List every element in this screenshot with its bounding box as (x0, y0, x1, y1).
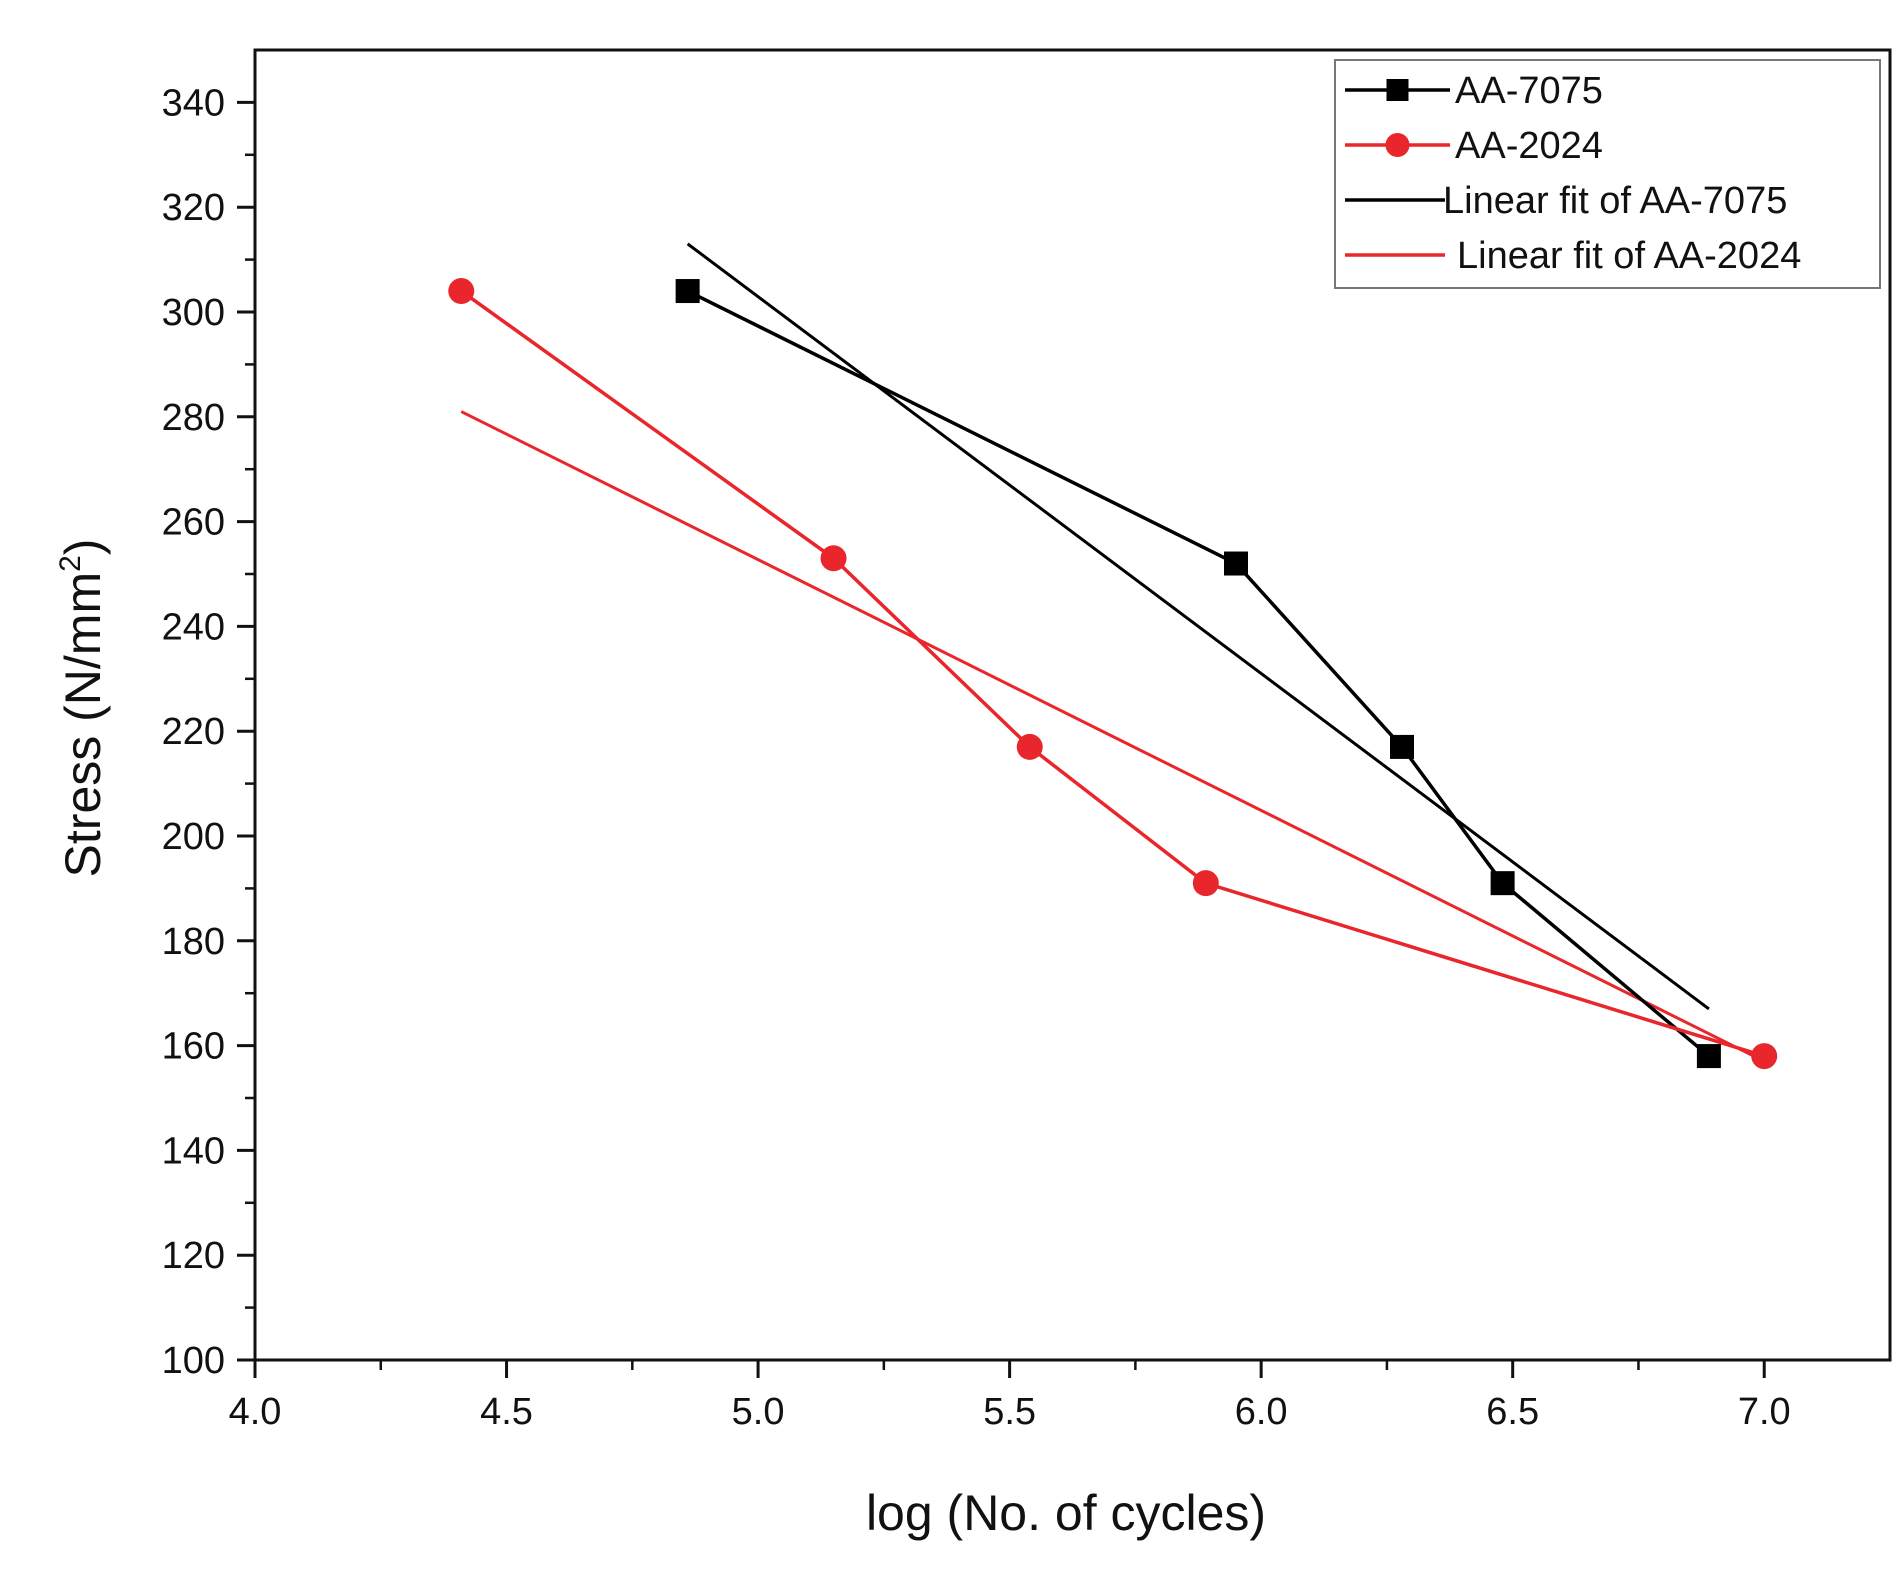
point-aa-7075 (1390, 734, 1415, 759)
y-tick-label: 200 (162, 816, 225, 858)
y-tick-label: 260 (162, 502, 225, 544)
markers (448, 278, 1778, 1070)
point-aa-2024 (448, 278, 475, 305)
point-aa-2024 (1751, 1043, 1778, 1070)
x-tick-label: 5.0 (732, 1391, 785, 1433)
x-tick-label: 6.0 (1235, 1391, 1288, 1433)
point-aa-2024 (1192, 870, 1219, 897)
point-aa-2024 (1016, 733, 1043, 760)
y-tick-label: 220 (162, 711, 225, 753)
y-tick-label: 140 (162, 1130, 225, 1172)
y-tick-label: 300 (162, 292, 225, 334)
y-tick-label: 160 (162, 1026, 225, 1068)
legend-label-linear-fit-of-aa-7075: Linear fit of AA-7075 (1443, 180, 1787, 222)
y-tick-label: 240 (162, 606, 225, 648)
point-aa-7075 (675, 279, 700, 304)
legend-marker-aa-2024 (1385, 133, 1410, 157)
y-axis-title-sup: 2 (54, 555, 87, 572)
legend-label-linear-fit-of-aa-2024: Linear fit of AA-2024 (1457, 235, 1801, 277)
y-axis-title-close: ) (55, 539, 111, 556)
x-tick-label: 4.0 (229, 1391, 282, 1433)
fit-line-linear-fit-of-aa-2024 (460, 410, 1765, 1063)
point-aa-7075 (1696, 1044, 1721, 1069)
x-axis-title: log (No. of cycles) (866, 1485, 1266, 1541)
legend-box (1334, 59, 1881, 289)
point-aa-2024 (820, 545, 847, 572)
legend-marker-aa-7075 (1386, 79, 1409, 101)
x-tick-label: 6.5 (1486, 1391, 1539, 1433)
fit-line-linear-fit-of-aa-7075 (686, 242, 1710, 1011)
y-axis: 100 120 140 160 180 200 220 240 260 280 300 320 340 (162, 82, 255, 1382)
plot-border (253, 48, 1892, 1362)
y-tick-label: 120 (162, 1235, 225, 1277)
series-line-aa-2024 (460, 289, 1765, 1058)
y-tick-label: 340 (162, 82, 225, 124)
y-axis-title-main: Stress (N/mm (55, 572, 111, 878)
x-axis: 4.0 4.5 5.0 5.5 6.0 6.5 7.0 (229, 1360, 1791, 1433)
point-aa-7075 (1224, 551, 1248, 576)
y-tick-label: 280 (162, 397, 225, 439)
x-tick-label: 4.5 (480, 1391, 533, 1433)
x-tick-label: 7.0 (1738, 1391, 1791, 1433)
plot-frame (253, 48, 1892, 1362)
point-aa-7075 (1490, 871, 1515, 896)
y-tick-label: 180 (162, 921, 225, 963)
legend-label-aa-2024: AA-2024 (1455, 125, 1603, 167)
legend: AA-7075 AA-2024 Linear fit of AA-7075 Linea… (1334, 59, 1881, 289)
y-tick-label: 320 (162, 187, 225, 229)
y-axis-title: Stress (N/mm2) (54, 539, 111, 878)
legend-label-aa-7075: AA-7075 (1455, 70, 1603, 112)
fit-lines (460, 242, 1765, 1063)
y-tick-label: 100 (162, 1340, 225, 1382)
series-line-aa-7075 (686, 289, 1711, 1058)
series-lines (460, 289, 1765, 1058)
x-tick-label: 5.5 (983, 1391, 1036, 1433)
